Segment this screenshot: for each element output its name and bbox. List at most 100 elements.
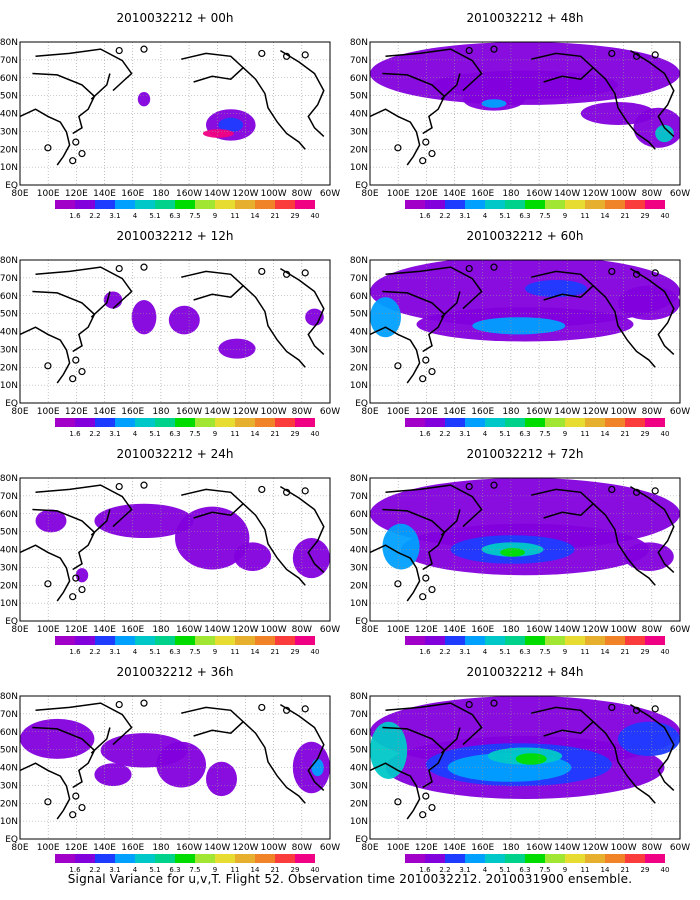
colorbar-swatch — [625, 636, 645, 645]
panel-title: 2010032212 + 72h — [467, 447, 584, 461]
colorbar-swatch — [405, 418, 425, 427]
colorbar: 1.6 2.2 3.1 4 5.1 6.3 7.5 9 11 14 21 29 40 — [55, 200, 319, 220]
island — [72, 574, 80, 582]
variance-patch — [94, 503, 194, 539]
colorbar-label: 9 — [563, 648, 567, 656]
colorbar-label: 29 — [641, 430, 650, 438]
lat-label: 30N — [0, 127, 18, 137]
colorbar-label: 14 — [601, 430, 610, 438]
colorbar-label: 14 — [251, 648, 260, 656]
colorbar-label: 6.3 — [519, 866, 530, 874]
island — [283, 270, 291, 278]
lon-label: 80W — [292, 407, 312, 417]
colorbar-label: 2.2 — [439, 866, 450, 874]
map-panel: 2010032212 + 84h 80N 70N 60N 50N 40N 30N 20N 10N… — [350, 665, 690, 874]
lon-label: 140E — [443, 189, 466, 199]
island — [283, 706, 291, 714]
coastline-path — [382, 726, 446, 789]
lat-label: 10N — [0, 163, 18, 173]
lon-label: 140W — [204, 625, 230, 635]
colorbar-label: 21 — [621, 430, 630, 438]
colorbar-swatch — [625, 200, 645, 209]
island — [115, 700, 123, 709]
colorbar-swatch — [55, 854, 75, 863]
island — [78, 149, 86, 158]
colorbar-swatch — [55, 418, 75, 427]
colorbar-swatch — [465, 636, 485, 645]
colorbar-swatch — [645, 854, 665, 863]
lon-label: 120W — [232, 843, 258, 853]
lat-label: 70N — [0, 710, 18, 720]
lon-label: 160E — [471, 189, 494, 199]
lon-label: 180 — [152, 407, 169, 417]
map-frame — [19, 477, 331, 622]
lat-label: 20N — [350, 799, 368, 809]
lon-label: 160E — [471, 843, 494, 853]
lat-label: 20N — [350, 145, 368, 155]
coastline-path — [440, 73, 461, 100]
island — [258, 49, 266, 58]
colorbar-label: 9 — [213, 430, 217, 438]
lon-label: 160E — [121, 625, 144, 635]
island — [419, 157, 427, 165]
colorbar-swatch — [275, 636, 295, 645]
map-frame — [369, 695, 681, 840]
colorbar-swatch — [445, 636, 465, 645]
island — [115, 46, 123, 55]
lon-label: 180 — [152, 843, 169, 853]
lat-label: 60N — [350, 74, 368, 84]
colorbar-label: 5.1 — [149, 866, 160, 874]
colorbar-label: 5.1 — [149, 212, 160, 220]
colorbar-label: 21 — [271, 648, 280, 656]
island — [465, 700, 473, 709]
coastline-path — [32, 508, 96, 571]
lon-label: 160W — [176, 625, 202, 635]
colorbar-swatch — [485, 418, 505, 427]
coastline-path — [90, 73, 111, 100]
variance-patch — [206, 761, 237, 797]
colorbar-label: 5.1 — [499, 866, 510, 874]
coastline — [370, 699, 675, 820]
island — [632, 52, 641, 60]
map-frame — [369, 259, 681, 404]
colorbar-label: 40 — [661, 866, 670, 874]
lat-label: 60N — [0, 74, 18, 84]
colorbar-swatch — [195, 200, 215, 209]
panel-title: 2010032212 + 24h — [117, 447, 234, 461]
colorbar-swatch — [175, 200, 195, 209]
colorbar-swatch — [605, 200, 625, 209]
island — [394, 362, 402, 370]
island — [301, 51, 309, 59]
island — [651, 487, 659, 495]
lon-label: 60W — [320, 625, 340, 635]
variance-patch — [94, 763, 132, 787]
lat-label: 80N — [350, 692, 368, 702]
lon-label: 140W — [554, 189, 580, 199]
map-panel: 2010032212 + 00h 80N 70N 60N 50N 40N 30N 20N 10N… — [0, 11, 340, 220]
lon-label: 180 — [502, 625, 519, 635]
variance-patch — [218, 338, 256, 359]
colorbar-swatch — [115, 418, 135, 427]
island — [490, 699, 498, 707]
lon-label: 80E — [361, 843, 378, 853]
variance-patch — [481, 99, 507, 108]
colorbar-label: 11 — [231, 866, 240, 874]
lat-label: 20N — [0, 799, 18, 809]
colorbar-swatch — [75, 854, 95, 863]
lat-label: 80N — [350, 474, 368, 484]
lon-label: 140E — [93, 407, 116, 417]
colorbar-swatch — [425, 200, 445, 209]
colorbar-swatch — [75, 636, 95, 645]
colorbar-label: 4 — [483, 648, 488, 656]
colorbar-label: 40 — [311, 866, 320, 874]
island — [419, 593, 427, 601]
lat-label: 50N — [350, 310, 368, 320]
island — [394, 580, 402, 588]
coastline — [370, 45, 675, 166]
lon-label: 140E — [443, 625, 466, 635]
colorbar: 1.6 2.2 3.1 4 5.1 6.3 7.5 9 11 14 21 29 40 — [55, 418, 319, 438]
coastline-path — [20, 326, 71, 384]
island — [651, 269, 659, 277]
map-frame — [19, 695, 331, 840]
